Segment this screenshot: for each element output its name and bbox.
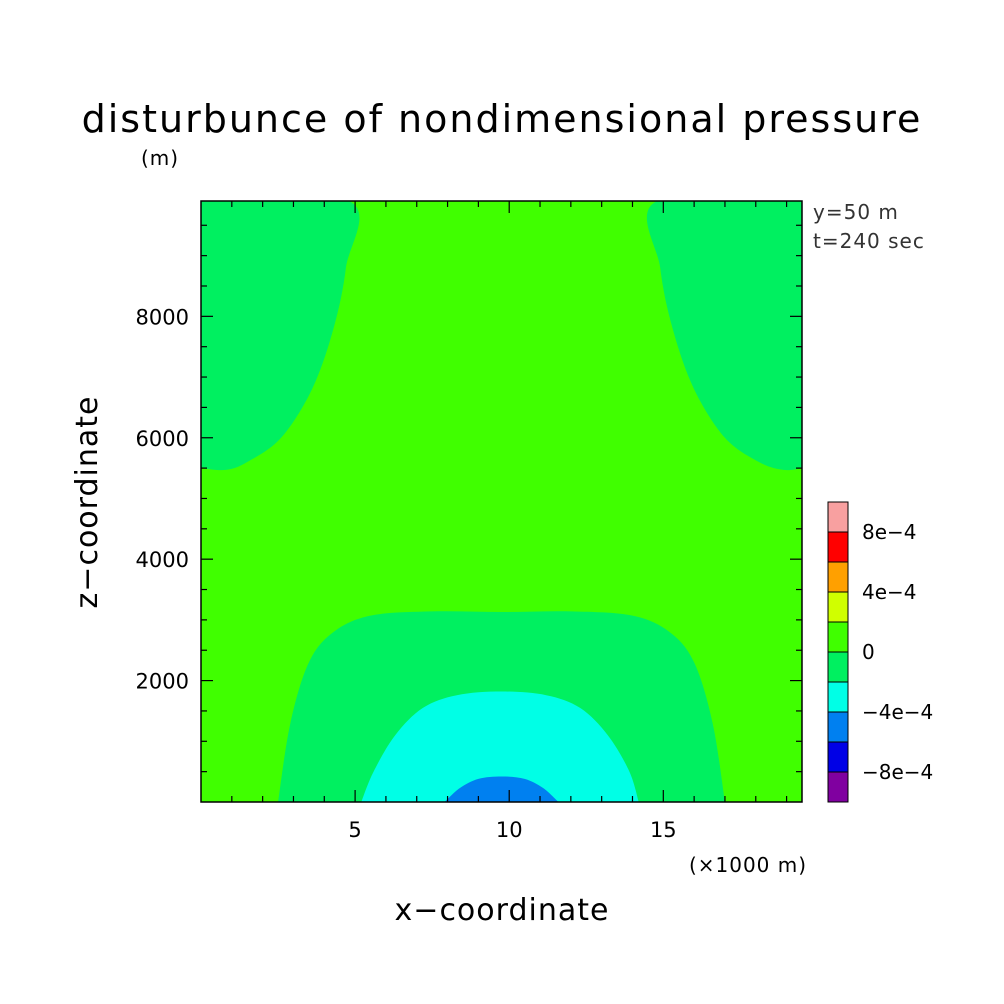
colorbar-tick-label: 0	[862, 640, 875, 664]
colorbar-tick-label: −8e−4	[862, 760, 933, 784]
colorbar-tick-label: 8e−4	[862, 520, 917, 544]
chart-title: disturbunce of nondimensional pressure	[82, 97, 923, 141]
plot-border	[200, 200, 803, 803]
colorbar-swatch	[827, 591, 849, 623]
time-annotation: t=240 sec	[813, 229, 925, 253]
colorbar-swatch	[827, 681, 849, 713]
y-axis-ticks: 2000 4000 6000 8000	[136, 224, 802, 773]
colorbar-swatch	[827, 711, 849, 743]
colorbar-tick-label: 4e−4	[862, 580, 917, 604]
plot-frame	[200, 200, 803, 803]
contour-region	[646, 201, 802, 471]
x-tick-label: 15	[650, 818, 677, 842]
contour-region	[444, 776, 559, 802]
y-tick-label: 6000	[136, 427, 189, 451]
colorbar-swatch	[827, 501, 849, 533]
colorbar-swatch	[827, 531, 849, 563]
colorbar: −8e−4 −4e−4 0 4e−4 8e−4	[827, 501, 933, 803]
contour-fill-layer	[201, 201, 802, 802]
x-axis-label: x−coordinate	[395, 893, 610, 928]
x-tick-label: 10	[496, 818, 523, 842]
colorbar-swatch	[827, 651, 849, 683]
y-tick-label: 2000	[136, 670, 189, 694]
colorbar-swatch	[827, 771, 849, 803]
contour-region	[201, 201, 360, 471]
y-position-annotation: y=50 m	[813, 200, 899, 224]
y-unit-label: (m)	[141, 146, 179, 170]
y-tick-label: 4000	[136, 548, 189, 572]
y-axis-label: z−coordinate	[70, 396, 105, 609]
colorbar-swatch	[827, 561, 849, 593]
colorbar-swatch	[827, 741, 849, 773]
x-unit-label: (×1000 m)	[689, 853, 807, 877]
x-tick-label: 5	[348, 818, 361, 842]
contour-region	[361, 691, 639, 802]
x-axis-ticks: 5 10 15	[231, 201, 788, 842]
colorbar-tick-label: −4e−4	[862, 700, 933, 724]
colorbar-swatch	[827, 621, 849, 653]
y-tick-label: 8000	[136, 305, 189, 329]
